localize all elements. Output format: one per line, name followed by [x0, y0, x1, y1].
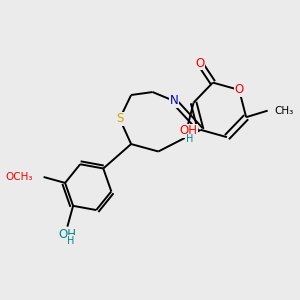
Text: CH₃: CH₃ [275, 106, 294, 116]
Text: S: S [116, 112, 123, 125]
Text: N: N [170, 94, 178, 107]
Text: OCH₃: OCH₃ [5, 172, 33, 182]
Text: H: H [186, 134, 193, 144]
Text: H: H [67, 236, 74, 246]
Text: OH: OH [179, 124, 197, 137]
Text: O: O [195, 57, 205, 70]
Text: O: O [235, 83, 244, 96]
Text: OH: OH [58, 228, 76, 241]
